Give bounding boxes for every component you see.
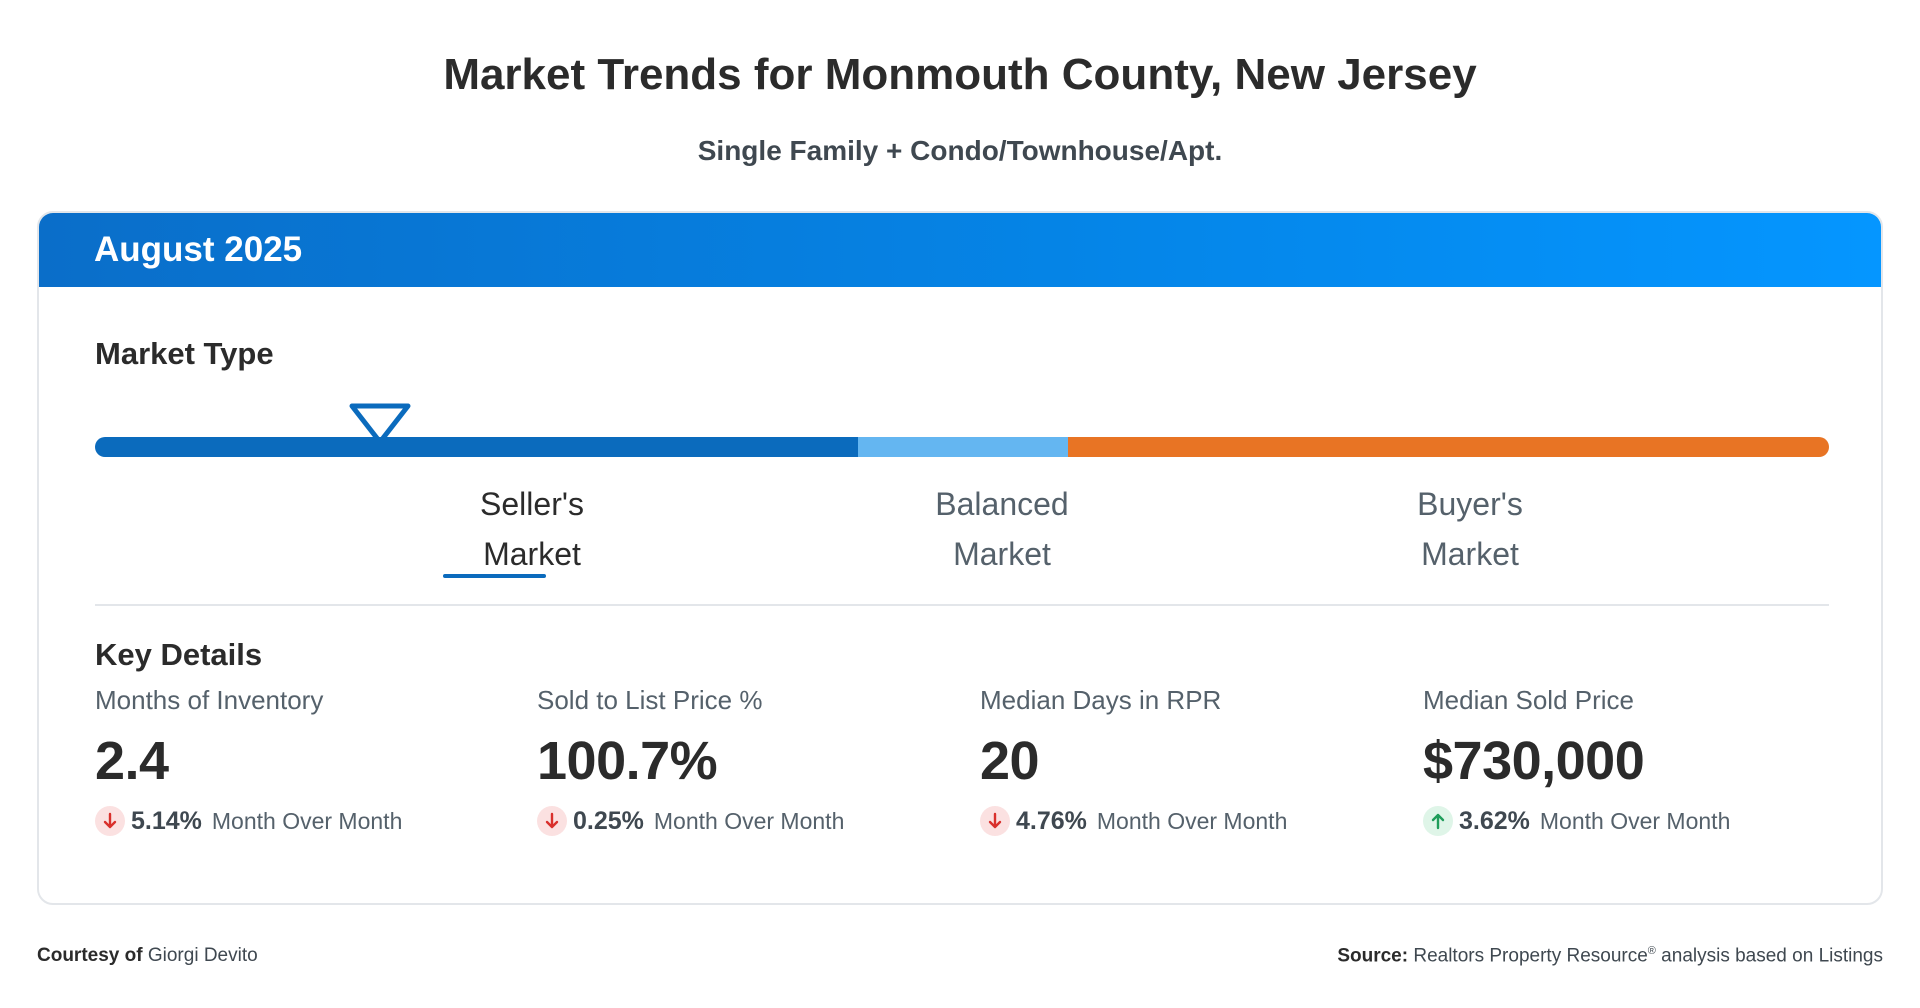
arrow-down-icon bbox=[980, 806, 1010, 836]
market-card: August 2025 Market Type Seller's Market … bbox=[37, 211, 1883, 905]
kd-median-days-in-rpr: Median Days in RPR 20 4.76% Month Over M… bbox=[980, 685, 1380, 836]
balanced-segment bbox=[858, 437, 1068, 457]
kd-months-of-inventory: Months of Inventory 2.4 5.14% Month Over… bbox=[95, 685, 495, 836]
kd-sold-to-list-price: Sold to List Price % 100.7% 0.25% Month … bbox=[537, 685, 937, 836]
buyer-label-line1: Buyer's bbox=[1417, 486, 1523, 522]
courtesy-label: Courtesy of bbox=[37, 945, 143, 966]
kd-change: 5.14% Month Over Month bbox=[95, 806, 495, 836]
period-label: August 2025 bbox=[94, 230, 303, 269]
arrow-down-icon bbox=[95, 806, 125, 836]
kd-median-sold-price: Median Sold Price $730,000 3.62% Month O… bbox=[1423, 685, 1823, 836]
source-text: Realtors Property Resource bbox=[1413, 945, 1648, 967]
page-title: Market Trends for Monmouth County, New J… bbox=[443, 50, 1477, 99]
change-text: Month Over Month bbox=[653, 807, 845, 834]
balanced-label-line2: Market bbox=[953, 536, 1051, 572]
footer-source: Source: Realtors Property Resource® anal… bbox=[1337, 945, 1883, 967]
arrow-down-icon bbox=[537, 806, 567, 836]
balanced-market-label: Balanced Market bbox=[882, 479, 1122, 579]
market-type-bar bbox=[95, 437, 1829, 457]
page-subtitle: Single Family + Condo/Townhouse/Apt. bbox=[697, 135, 1223, 166]
kd-value: $730,000 bbox=[1423, 731, 1645, 791]
footer-courtesy: Courtesy of Giorgi Devito bbox=[37, 945, 258, 967]
kd-change: 0.25% Month Over Month bbox=[537, 806, 937, 836]
kd-value: 100.7% bbox=[537, 731, 718, 791]
buyer-market-label: Buyer's Market bbox=[1350, 479, 1590, 579]
change-percent: 0.25% bbox=[573, 806, 644, 835]
change-percent: 3.62% bbox=[1459, 806, 1530, 835]
source-label: Source: bbox=[1337, 945, 1409, 967]
seller-market-label: Seller's Market bbox=[412, 479, 652, 579]
kd-change: 4.76% Month Over Month bbox=[980, 806, 1380, 836]
kd-value: 2.4 bbox=[95, 731, 169, 791]
seller-label-line1: Seller's bbox=[480, 486, 584, 522]
kd-label: Median Days in RPR bbox=[980, 685, 1222, 715]
kd-label: Median Sold Price bbox=[1423, 685, 1634, 715]
triangle-marker-icon bbox=[349, 403, 411, 445]
kd-value: 20 bbox=[980, 731, 1040, 791]
change-text: Month Over Month bbox=[1096, 807, 1288, 834]
registered-mark: ® bbox=[1647, 945, 1656, 957]
change-text: Month Over Month bbox=[1539, 807, 1731, 834]
change-percent: 5.14% bbox=[131, 806, 202, 835]
buyer-label-line2: Market bbox=[1421, 536, 1519, 572]
seller-label-line2: Market bbox=[483, 536, 581, 572]
change-percent: 4.76% bbox=[1016, 806, 1087, 835]
card-header: August 2025 bbox=[39, 213, 1881, 287]
kd-change: 3.62% Month Over Month bbox=[1423, 806, 1823, 836]
change-text: Month Over Month bbox=[211, 807, 403, 834]
balanced-label-line1: Balanced bbox=[935, 486, 1069, 522]
selected-underline bbox=[443, 574, 546, 578]
key-details-heading: Key Details bbox=[95, 637, 263, 672]
buyer-segment bbox=[1068, 437, 1829, 457]
source-suffix: analysis based on Listings bbox=[1655, 945, 1883, 967]
market-type-heading: Market Type bbox=[95, 336, 274, 371]
section-divider bbox=[95, 604, 1829, 606]
arrow-up-icon bbox=[1423, 806, 1453, 836]
kd-label: Sold to List Price % bbox=[537, 685, 763, 715]
seller-segment bbox=[95, 437, 858, 457]
courtesy-name: Giorgi Devito bbox=[147, 945, 258, 966]
kd-label: Months of Inventory bbox=[95, 685, 324, 715]
